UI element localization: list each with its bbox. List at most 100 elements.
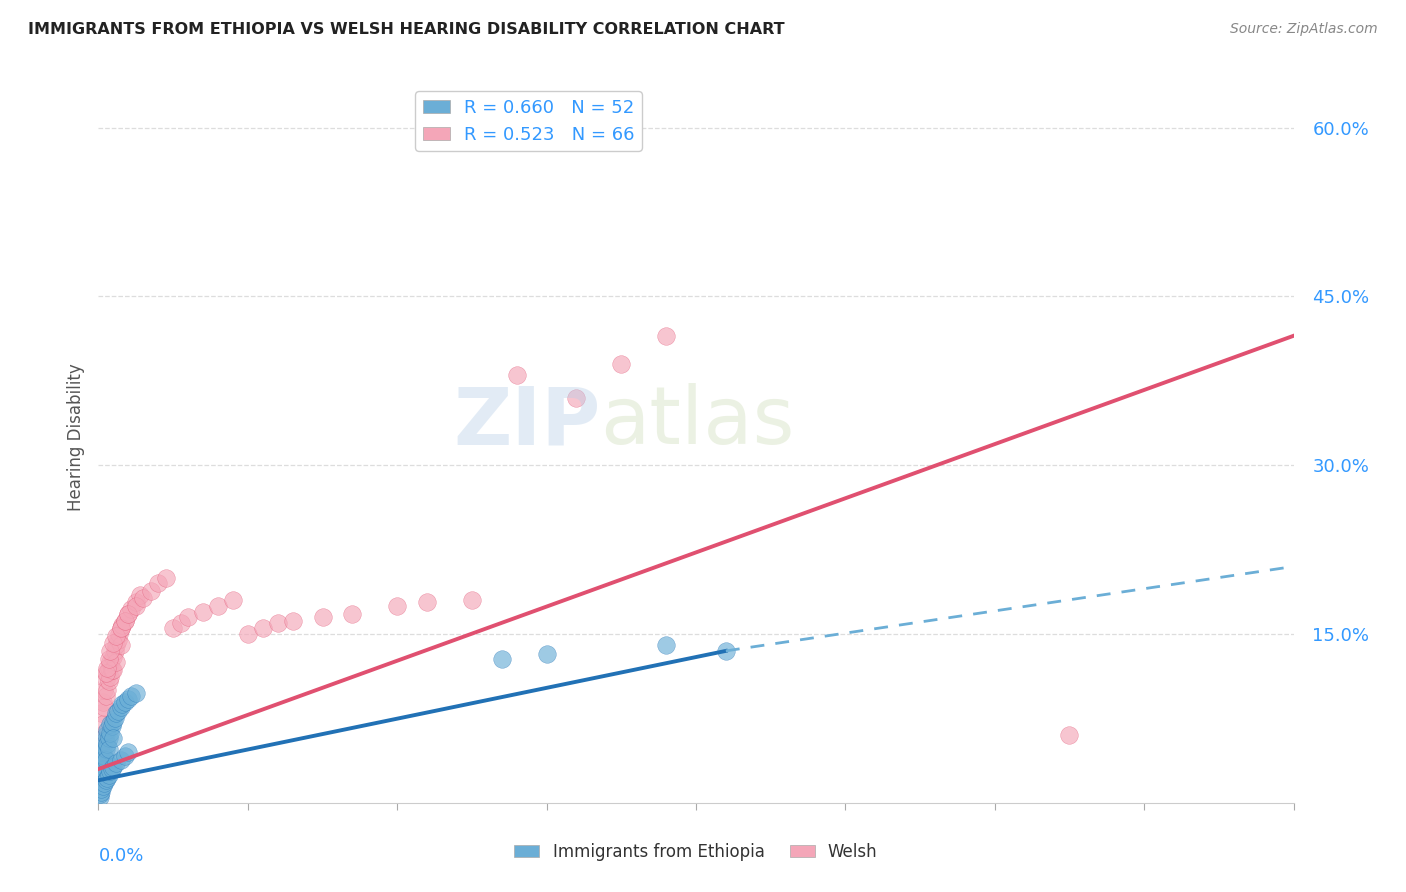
Point bbox=[236, 627, 259, 641]
Point bbox=[89, 787, 111, 801]
Point bbox=[267, 615, 290, 630]
Point bbox=[125, 595, 148, 609]
Point bbox=[94, 672, 117, 686]
Point bbox=[110, 621, 132, 635]
Point bbox=[107, 632, 129, 647]
Point bbox=[139, 584, 162, 599]
Point bbox=[110, 621, 132, 635]
Point bbox=[94, 666, 117, 681]
Point bbox=[461, 593, 484, 607]
Point bbox=[103, 663, 125, 677]
Point bbox=[91, 779, 114, 793]
Point bbox=[89, 790, 111, 805]
Text: IMMIGRANTS FROM ETHIOPIA VS WELSH HEARING DISABILITY CORRELATION CHART: IMMIGRANTS FROM ETHIOPIA VS WELSH HEARIN… bbox=[28, 22, 785, 37]
Point bbox=[148, 576, 170, 591]
Point bbox=[93, 700, 115, 714]
Point bbox=[103, 649, 125, 664]
Text: atlas: atlas bbox=[600, 384, 794, 461]
Point bbox=[94, 753, 117, 767]
Point bbox=[103, 760, 125, 774]
Point bbox=[111, 697, 134, 711]
Point bbox=[93, 734, 115, 748]
Point bbox=[107, 704, 129, 718]
Point bbox=[91, 694, 114, 708]
Point bbox=[536, 647, 558, 661]
Point bbox=[120, 602, 142, 616]
Point bbox=[491, 652, 513, 666]
Point bbox=[207, 599, 229, 613]
Point bbox=[565, 391, 588, 405]
Point bbox=[125, 685, 148, 699]
Point bbox=[101, 762, 124, 776]
Point bbox=[97, 767, 120, 781]
Point bbox=[94, 773, 117, 788]
Point bbox=[103, 714, 125, 729]
Point bbox=[96, 737, 118, 751]
Point bbox=[103, 636, 125, 650]
Point bbox=[96, 723, 118, 737]
Point bbox=[94, 728, 117, 742]
Point bbox=[506, 368, 529, 383]
Point bbox=[98, 670, 122, 684]
Point bbox=[89, 773, 111, 788]
Point bbox=[191, 605, 214, 619]
Point bbox=[89, 762, 111, 776]
Point bbox=[1059, 728, 1081, 742]
Point bbox=[93, 683, 115, 698]
Point bbox=[105, 638, 128, 652]
Point bbox=[111, 618, 134, 632]
Point bbox=[117, 607, 139, 621]
Point bbox=[90, 782, 112, 797]
Point bbox=[101, 663, 124, 677]
Point bbox=[93, 775, 115, 789]
Point bbox=[610, 357, 633, 371]
Point bbox=[98, 717, 122, 731]
Point bbox=[114, 614, 136, 628]
Point bbox=[114, 748, 136, 763]
Point bbox=[155, 571, 177, 585]
Point bbox=[117, 607, 139, 621]
Legend: Immigrants from Ethiopia, Welsh: Immigrants from Ethiopia, Welsh bbox=[508, 837, 884, 868]
Point bbox=[93, 748, 115, 763]
Point bbox=[97, 741, 120, 756]
Point bbox=[89, 756, 111, 771]
Point bbox=[91, 717, 114, 731]
Point bbox=[385, 599, 409, 613]
Point bbox=[98, 655, 122, 669]
Point bbox=[311, 610, 333, 624]
Point bbox=[416, 595, 439, 609]
Text: Source: ZipAtlas.com: Source: ZipAtlas.com bbox=[1230, 22, 1378, 37]
Point bbox=[97, 674, 120, 689]
Point bbox=[103, 731, 125, 745]
Point bbox=[105, 706, 128, 720]
Point bbox=[655, 638, 678, 652]
Point bbox=[252, 621, 274, 635]
Point bbox=[281, 614, 304, 628]
Point bbox=[90, 751, 112, 765]
Point bbox=[105, 756, 128, 771]
Point bbox=[162, 621, 184, 635]
Point bbox=[90, 784, 112, 798]
Point bbox=[342, 607, 364, 621]
Point bbox=[104, 644, 127, 658]
Point bbox=[114, 694, 136, 708]
Point bbox=[177, 610, 200, 624]
Point bbox=[101, 719, 124, 733]
Point bbox=[110, 753, 132, 767]
Point bbox=[90, 706, 112, 720]
Point bbox=[114, 614, 136, 628]
Point bbox=[655, 328, 678, 343]
Point bbox=[97, 652, 120, 666]
Point bbox=[90, 767, 112, 781]
Point bbox=[98, 644, 122, 658]
Point bbox=[96, 666, 118, 681]
Point bbox=[96, 771, 118, 785]
Point bbox=[90, 745, 112, 759]
Text: ZIP: ZIP bbox=[453, 384, 600, 461]
Point bbox=[120, 689, 142, 703]
Text: 0.0%: 0.0% bbox=[98, 847, 143, 864]
Point bbox=[97, 731, 120, 745]
Point bbox=[117, 745, 139, 759]
Point bbox=[96, 661, 118, 675]
Point bbox=[91, 762, 114, 776]
